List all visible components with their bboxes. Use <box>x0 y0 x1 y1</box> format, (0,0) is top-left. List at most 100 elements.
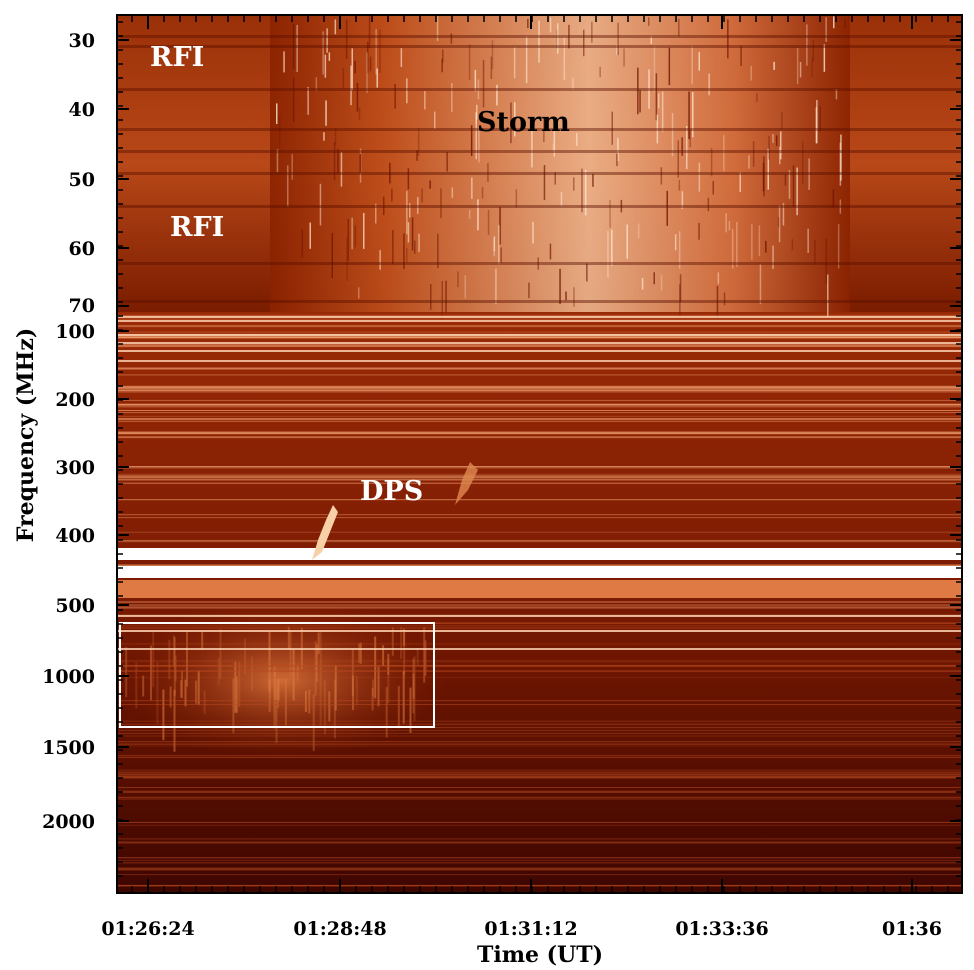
texture-streak <box>637 67 639 115</box>
frequency-line <box>117 476 962 478</box>
texture-streak <box>611 229 613 266</box>
texture-streak <box>366 52 368 94</box>
frequency-line <box>117 331 962 333</box>
frequency-line <box>117 724 962 726</box>
texture-streak <box>358 107 361 120</box>
texture-streak <box>678 231 681 269</box>
texture-streak <box>819 106 821 132</box>
frequency-line <box>117 205 962 208</box>
texture-streak <box>385 686 388 738</box>
frequency-line <box>117 627 962 629</box>
frequency-line <box>117 741 962 742</box>
texture-streak <box>616 44 618 56</box>
texture-streak <box>565 291 567 301</box>
frequency-line <box>117 729 962 731</box>
texture-streak <box>573 287 575 307</box>
texture-streak <box>839 199 842 214</box>
texture-streak <box>620 199 623 213</box>
texture-streak <box>493 236 496 252</box>
texture-streak <box>611 111 613 145</box>
frequency-line <box>117 772 962 774</box>
frequency-line <box>117 867 962 869</box>
frequency-line <box>117 336 962 339</box>
spectrogram-texture <box>125 15 846 752</box>
frequency-line <box>117 622 962 624</box>
texture-streak <box>543 165 546 201</box>
frequency-line <box>117 467 962 469</box>
frequency-line <box>117 742 962 744</box>
texture-streak <box>347 219 349 261</box>
texture-streak <box>792 165 795 207</box>
texture-streak <box>470 125 473 156</box>
texture-streak <box>780 131 782 160</box>
frequency-line <box>117 885 962 887</box>
texture-streak <box>315 644 318 682</box>
texture-streak <box>762 162 765 192</box>
frequency-line <box>117 608 962 609</box>
frequency-line <box>117 314 962 316</box>
texture-streak <box>691 45 693 85</box>
texture-streak <box>468 210 471 219</box>
texture-streak <box>710 147 713 177</box>
y-tick-label: 2000 <box>42 811 95 833</box>
texture-streak <box>708 73 710 96</box>
texture-streak <box>616 153 618 167</box>
texture-streak <box>788 170 791 199</box>
texture-streak <box>707 197 710 212</box>
annotation-storm: Storm <box>477 107 570 138</box>
frequency-line <box>117 756 962 758</box>
texture-streak <box>387 653 390 675</box>
texture-streak <box>323 680 326 735</box>
texture-streak <box>219 629 222 679</box>
frequency-line <box>117 643 962 645</box>
texture-streak <box>417 127 420 156</box>
texture-streak <box>367 41 369 74</box>
texture-streak <box>418 233 420 252</box>
frequency-line <box>117 700 962 702</box>
frequency-line <box>117 824 962 826</box>
frequency-line <box>117 874 962 876</box>
frequency-line <box>117 790 962 793</box>
texture-streak <box>309 222 311 249</box>
texture-streak <box>639 90 641 113</box>
texture-streak <box>279 115 281 148</box>
texture-streak <box>543 117 545 142</box>
frequency-line <box>117 615 962 617</box>
frequency-line <box>117 821 962 823</box>
texture-streak <box>739 172 741 192</box>
texture-streak <box>815 107 818 144</box>
texture-streak <box>319 631 322 670</box>
texture-streak <box>291 154 293 180</box>
texture-streak <box>451 187 454 198</box>
frequency-line <box>117 399 962 401</box>
texture-streak <box>296 24 298 73</box>
texture-streak <box>482 60 485 108</box>
texture-streak <box>358 287 360 299</box>
y-axis-title: Frequency (MHz) <box>13 328 39 542</box>
dps-burst <box>312 505 338 560</box>
frequency-line <box>117 35 962 38</box>
texture-streak <box>421 188 423 203</box>
rfi-band-white-1 <box>117 548 962 560</box>
texture-streak <box>648 69 650 109</box>
annotation-rfi-mid: RFI <box>170 212 224 243</box>
texture-streak <box>276 103 278 124</box>
texture-streak <box>778 205 781 243</box>
y-tick-label: 50 <box>69 169 95 191</box>
frequency-line <box>117 374 962 376</box>
frequency-line <box>117 735 962 737</box>
frequency-line <box>117 661 962 663</box>
texture-streak <box>728 221 731 231</box>
texture-streak <box>716 286 719 319</box>
texture-streak <box>152 630 155 688</box>
texture-streak <box>782 203 785 226</box>
texture-streak <box>653 272 655 285</box>
frequency-line <box>117 385 962 387</box>
texture-streak <box>276 678 279 709</box>
texture-streak <box>407 222 410 243</box>
texture-streak <box>666 190 668 226</box>
texture-streak <box>352 675 354 710</box>
texture-streak <box>307 86 309 115</box>
texture-streak <box>498 225 500 265</box>
texture-streak <box>791 239 794 250</box>
